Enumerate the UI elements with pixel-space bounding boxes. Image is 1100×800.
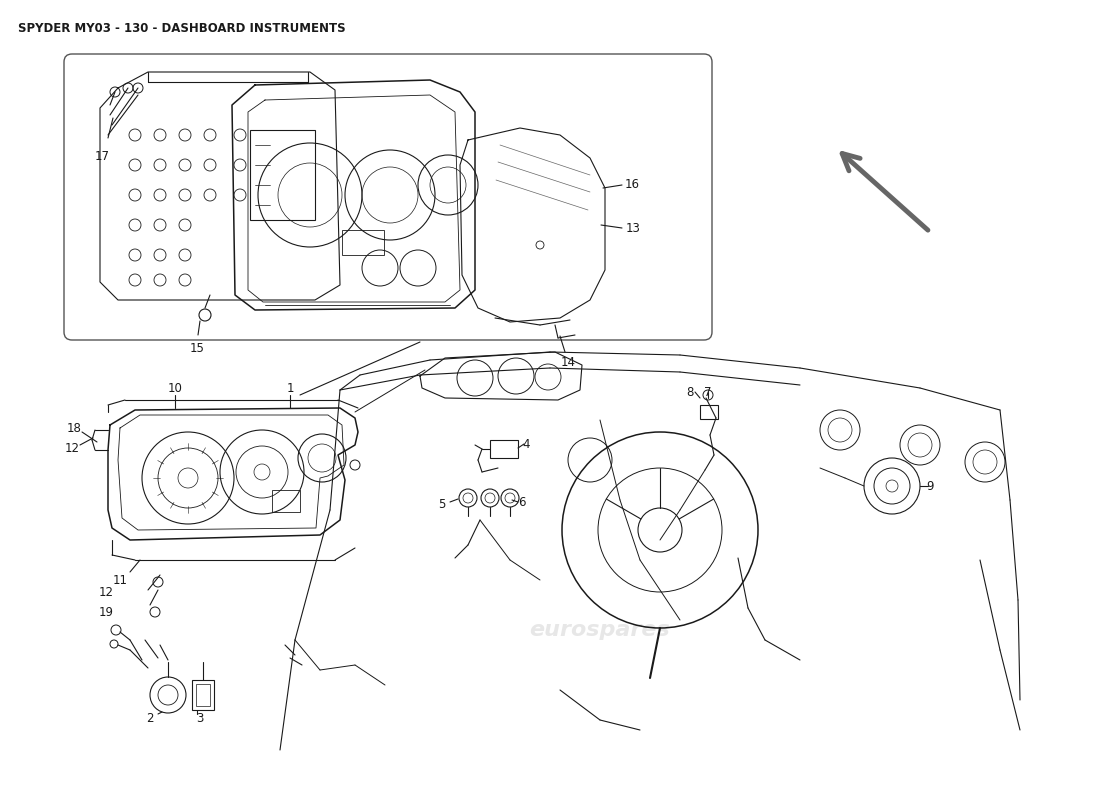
Text: 4: 4 bbox=[522, 438, 530, 450]
Text: 17: 17 bbox=[95, 150, 110, 162]
Bar bbox=[272, 490, 300, 512]
Bar bbox=[192, 680, 215, 710]
Text: eurospares: eurospares bbox=[260, 258, 400, 278]
Text: 1: 1 bbox=[286, 382, 294, 394]
Bar bbox=[700, 405, 718, 419]
Text: 10: 10 bbox=[167, 382, 183, 394]
Text: 3: 3 bbox=[196, 711, 204, 725]
Text: 15: 15 bbox=[189, 342, 205, 354]
FancyBboxPatch shape bbox=[64, 54, 712, 340]
Bar bbox=[490, 440, 518, 458]
Text: 18: 18 bbox=[67, 422, 81, 434]
Text: 9: 9 bbox=[926, 479, 934, 493]
Text: eurospares: eurospares bbox=[529, 620, 670, 640]
Text: 12: 12 bbox=[65, 442, 79, 454]
Text: 2: 2 bbox=[146, 711, 154, 725]
Text: 8: 8 bbox=[686, 386, 694, 398]
Text: 13: 13 bbox=[626, 222, 640, 234]
Bar bbox=[196, 684, 210, 706]
Text: 19: 19 bbox=[99, 606, 113, 618]
Bar bbox=[342, 230, 384, 255]
Text: 7: 7 bbox=[704, 386, 712, 398]
Text: 5: 5 bbox=[438, 498, 446, 511]
Text: 12: 12 bbox=[99, 586, 113, 598]
Text: 6: 6 bbox=[518, 495, 526, 509]
Text: 11: 11 bbox=[112, 574, 128, 586]
Text: 16: 16 bbox=[625, 178, 639, 191]
Bar bbox=[250, 130, 315, 220]
Text: SPYDER MY03 - 130 - DASHBOARD INSTRUMENTS: SPYDER MY03 - 130 - DASHBOARD INSTRUMENT… bbox=[18, 22, 345, 35]
Text: 14: 14 bbox=[561, 355, 575, 369]
